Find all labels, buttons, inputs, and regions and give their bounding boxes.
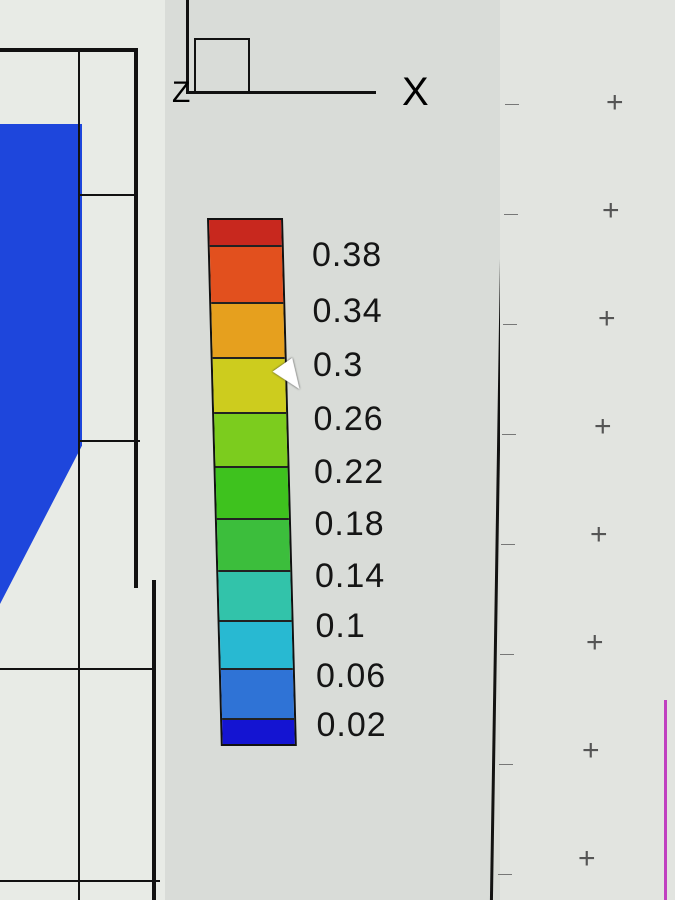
legend-band: [209, 247, 284, 304]
legend-band: [215, 468, 289, 520]
legend-label: 0.26: [313, 400, 384, 438]
legend-label: 0.18: [314, 505, 385, 543]
grid-mark: +: [598, 302, 616, 335]
mesh-region: [0, 124, 82, 604]
grid-mark: +: [582, 734, 600, 767]
legend-label: 0.02: [316, 706, 387, 744]
legend-label: 0.34: [312, 292, 383, 330]
legend-label: 0.14: [315, 557, 386, 595]
legend-band: [216, 520, 291, 572]
grid-mark: +: [602, 194, 620, 227]
grid-mark: +: [594, 410, 612, 443]
legend-label: 0.38: [312, 236, 383, 274]
grid-mark: +: [590, 518, 608, 551]
legend-band: [222, 720, 295, 744]
grid-mark: +: [606, 86, 624, 119]
legend-band: [219, 622, 293, 670]
legend-label: 0.22: [314, 453, 385, 491]
legend-label: 0.3: [313, 346, 364, 384]
legend-band: [220, 670, 295, 720]
legend-band: [214, 414, 288, 468]
legend-band: [211, 304, 285, 359]
grid-mark: +: [586, 626, 604, 659]
x-axis-label: X: [402, 70, 429, 114]
grid-mark: +: [578, 842, 596, 875]
legend-band: [218, 572, 292, 622]
legend-band: [212, 359, 287, 414]
legend-label: 0.1: [315, 607, 366, 645]
legend-band: [209, 220, 282, 247]
z-axis-label: Z: [172, 76, 191, 109]
color-legend-bar: [207, 218, 297, 746]
mesh-viewport[interactable]: [0, 0, 165, 900]
right-panel: [500, 0, 675, 900]
legend-label: 0.06: [316, 657, 387, 695]
